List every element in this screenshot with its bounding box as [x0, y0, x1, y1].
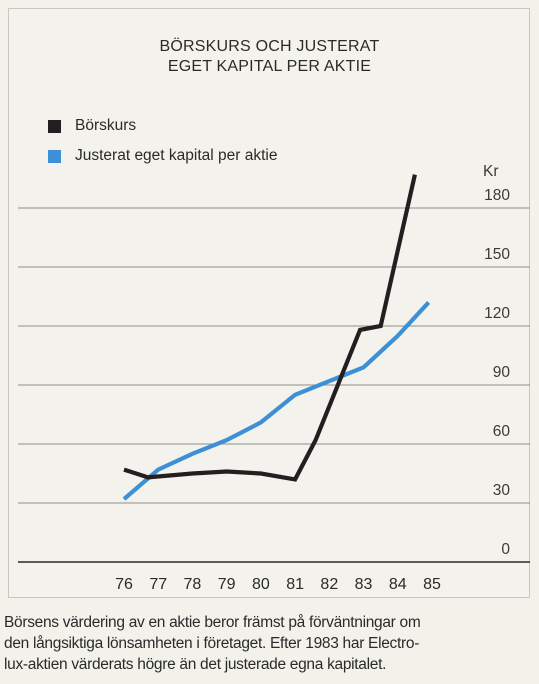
x-tick-label-84: 84	[389, 576, 407, 593]
legend-item-eget-kapital: Justerat eget kapital per aktie	[48, 146, 277, 166]
legend-swatch-borskurs	[48, 119, 61, 133]
chart-subtitle: EGET KAPITAL PER AKTIE	[167, 58, 372, 75]
caption-line-1: Börsens värdering av en aktie beror främ…	[4, 614, 421, 631]
legend-swatch-eget-kapital	[48, 149, 61, 163]
line-chart: 0 30 60 90 120 150 180 Kr 76 77 78 79 80 81 82 83 84 85	[18, 163, 530, 593]
caption: Börsens värdering av en aktie beror främ…	[4, 612, 539, 675]
y-tick-label-60: 60	[493, 423, 511, 440]
legend-item-borskurs: Börskurs	[48, 116, 136, 136]
y-tick-label-30: 30	[493, 482, 511, 499]
x-tick-label-78: 78	[184, 576, 202, 593]
x-tick-label-83: 83	[355, 576, 373, 593]
y-tick-label-150: 150	[484, 246, 510, 263]
y-tick-label-90: 90	[493, 364, 511, 381]
legend-label-borskurs: Börskurs	[75, 117, 137, 134]
x-tick-label-79: 79	[218, 576, 236, 593]
chart-frame	[8, 8, 530, 598]
x-tick-label-81: 81	[286, 576, 304, 593]
series-line-eget-kapital	[122, 300, 431, 501]
series-line-borskurs	[123, 174, 417, 482]
y-tick-label-0: 0	[501, 541, 510, 558]
y-axis-unit-label: Kr	[483, 163, 499, 180]
chart-title: BÖRSKURS OCH JUSTERAT	[159, 38, 380, 55]
x-tick-label-85: 85	[423, 576, 441, 593]
caption-line-3: lux-aktien värderats högre än det juster…	[4, 656, 387, 673]
x-tick-label-80: 80	[252, 576, 270, 593]
legend-label-eget-kapital: Justerat eget kapital per aktie	[75, 147, 278, 164]
y-tick-label-120: 120	[484, 305, 510, 322]
y-tick-label-180: 180	[484, 187, 510, 204]
caption-line-2: den långsiktiga lönsamheten i företaget.…	[4, 635, 420, 652]
x-tick-label-77: 77	[149, 576, 167, 593]
x-tick-label-82: 82	[320, 576, 338, 593]
x-tick-label-76: 76	[115, 576, 133, 593]
